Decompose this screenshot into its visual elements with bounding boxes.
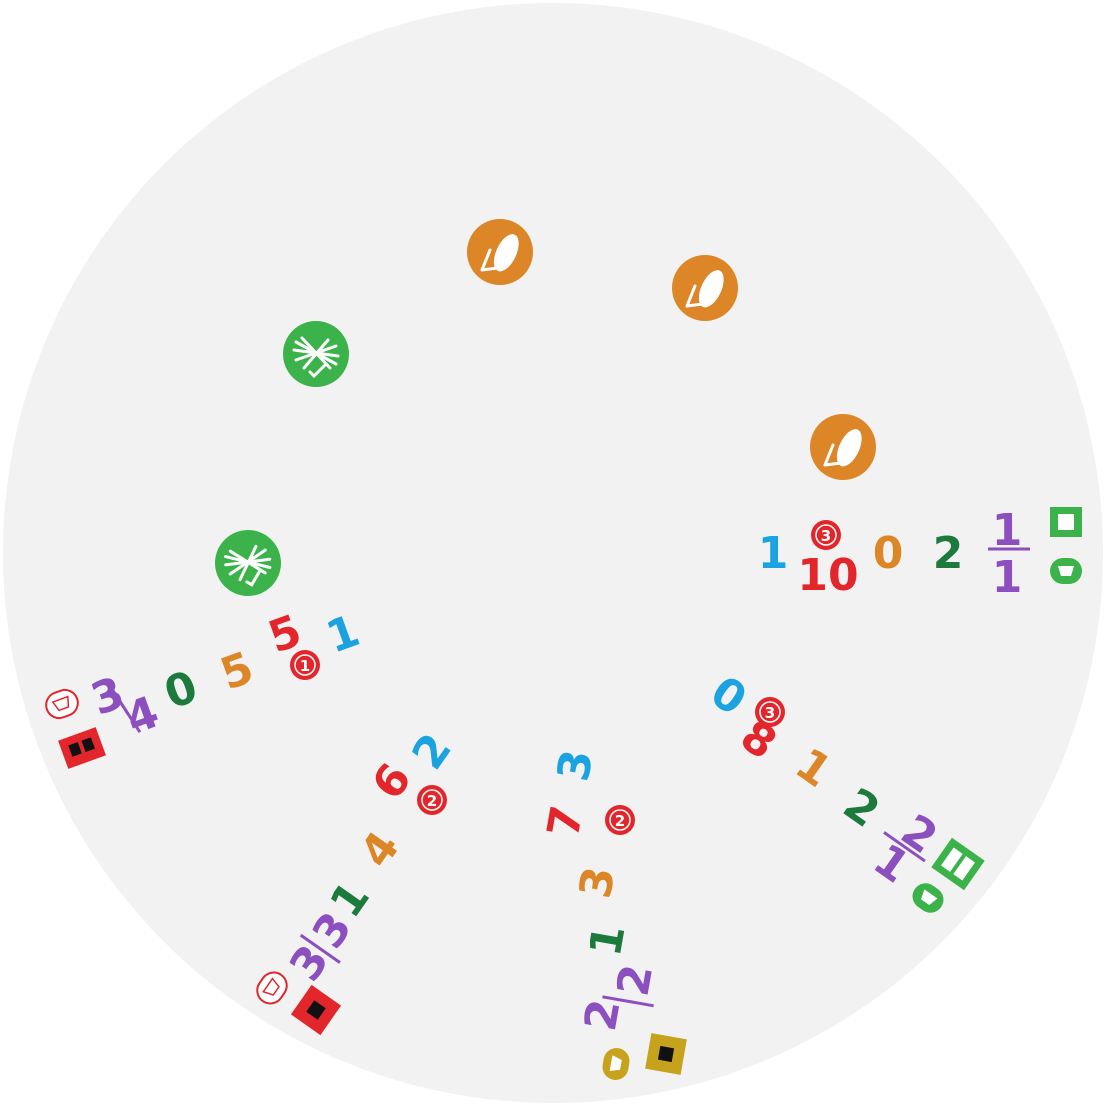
svg-text:2: 2 [615, 812, 625, 830]
svg-text:1: 1 [300, 657, 310, 675]
orange-number: 0 [873, 528, 904, 579]
blue-number: 1 [758, 528, 789, 579]
red-badge: 3 [811, 520, 841, 550]
red-badge: 1 [290, 650, 320, 680]
svg-text:2: 2 [427, 792, 437, 810]
green-pill-icon [912, 883, 944, 913]
svg-text:1: 1 [992, 552, 1023, 603]
red-badge: 3 [755, 697, 785, 727]
red-square-icon [290, 984, 342, 1036]
corn-cob-icon[interactable] [808, 412, 878, 482]
red-outline-pill-icon [256, 971, 288, 1005]
olive-pill-icon [602, 1048, 630, 1080]
olive-square-icon [645, 1033, 687, 1075]
red-square-icon [58, 727, 106, 769]
board-circle [3, 3, 1103, 1103]
red-badge: 2 [605, 805, 635, 835]
green-square-icon [1050, 507, 1082, 537]
corn-cob-icon[interactable] [465, 217, 535, 287]
fraction: 1 1 [988, 505, 1030, 603]
red-number: 10 [797, 550, 858, 601]
green-square-icon [931, 837, 985, 891]
wheat-bundle-icon[interactable] [281, 319, 351, 389]
svg-text:3: 3 [821, 527, 831, 545]
green-number: 2 [933, 528, 964, 579]
svg-text:3: 3 [765, 704, 775, 722]
corn-cob-icon[interactable] [670, 253, 740, 323]
green-pill-icon [1050, 558, 1082, 584]
red-badge: 2 [417, 785, 447, 815]
red-outline-pill-icon [45, 688, 79, 720]
track-right: 1 3 10 0 2 1 1 [758, 505, 1082, 603]
